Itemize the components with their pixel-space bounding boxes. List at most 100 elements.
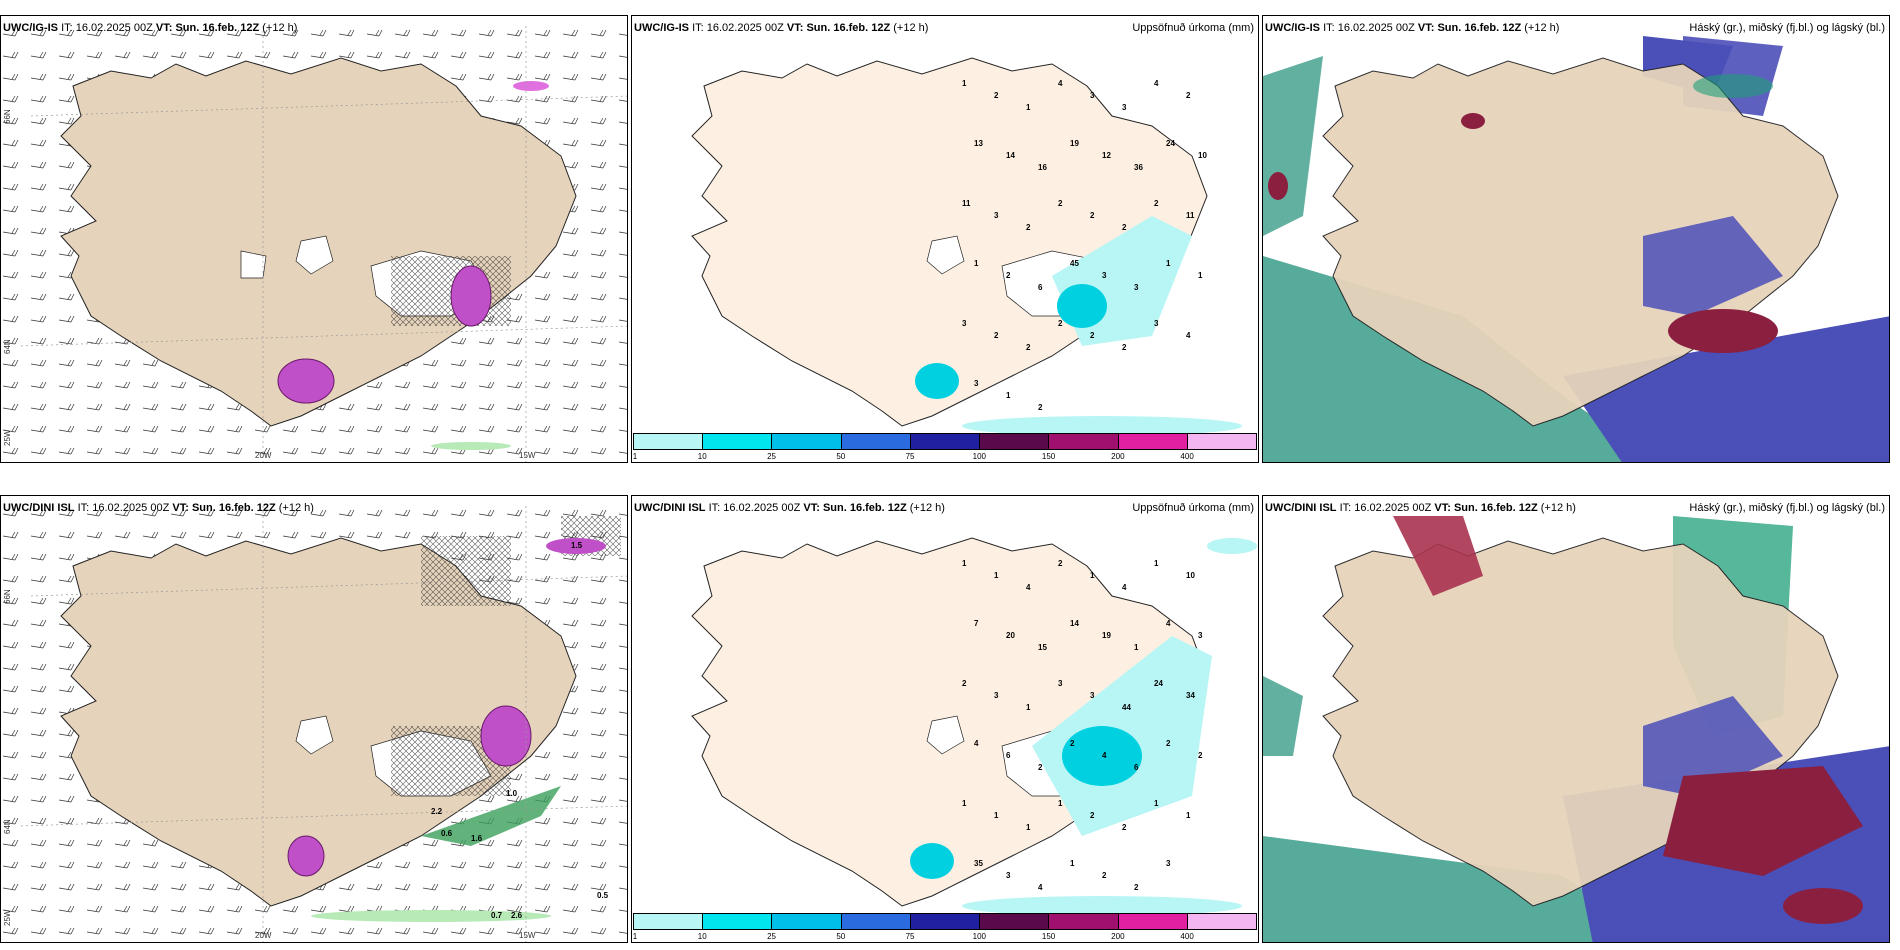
colorbar-tick: 10: [697, 932, 707, 941]
colorbar-swatch-3: [772, 434, 842, 449]
precip-value-label: 2: [1122, 223, 1127, 232]
init-time: 16.02.2025 00Z: [1337, 22, 1415, 34]
precip-value-label: 1: [1198, 271, 1203, 280]
glacier-langjokull: [926, 235, 965, 275]
snow-value-label: 0.5: [597, 891, 609, 900]
colorbar-swatch-1: [634, 434, 704, 449]
precip-value-labels: 1214334213141619123624101132222211126453…: [962, 79, 1207, 412]
colorbar-tick: 75: [905, 932, 915, 941]
precip-map-svg: 1142141107201514191432313344243446224622…: [691, 537, 1257, 916]
precip-value-label: 2: [1026, 343, 1031, 352]
snow-value-label: 1.5: [571, 541, 583, 550]
colorbar-swatch-1: [634, 914, 704, 929]
precip-value-label: 1: [1026, 103, 1031, 112]
precip-value-label: 2: [1102, 871, 1107, 880]
colorbar-swatch-5: [910, 434, 981, 449]
colorbar-swatch-7: [1049, 914, 1119, 929]
colorbar-swatch-6: [980, 434, 1050, 449]
precip-value-label: 6: [1006, 751, 1011, 760]
mid-cloud-south: [1563, 316, 1889, 462]
lat-label-66n: 66N: [3, 589, 12, 604]
graupel-blob-south: [277, 358, 335, 404]
precip-value-label: 2: [1090, 211, 1095, 220]
precip-value-label: 3: [1058, 679, 1063, 688]
precip-value-label: 2: [1058, 319, 1063, 328]
panel-dini-precip-map: 1 1 4 2 1 4 1 10 7 20 15 14 19 1 4 3 2 3 1 3 3 44 24 34 4 6 2 2 4 6 2 2…: [631, 495, 1259, 943]
it-label: IT:: [1323, 22, 1335, 34]
precip-colorbar: 1 10 25 50 75 100 150 200 400: [633, 913, 1257, 941]
colorbar-tick: 1: [632, 452, 638, 461]
precip-value-label: 1: [994, 811, 999, 820]
panel-field-title: Háský (gr.), miðský (fj.bl.) og lágský (…: [1689, 502, 1885, 514]
vt-label: VT:: [786, 22, 804, 34]
precip-value-label: 2: [994, 331, 999, 340]
latitude-lines: [20, 575, 627, 827]
precip-value-label: 20: [1006, 631, 1015, 640]
glacier-hofsjokull: [240, 250, 267, 279]
vt-label: VT:: [803, 502, 820, 514]
precip-value-label: 4: [1038, 883, 1043, 892]
snow-value-label: 2.2: [431, 807, 443, 816]
precip-value-label: 3: [1102, 271, 1107, 280]
precip-value-label: 1: [1186, 811, 1191, 820]
wind-map-svg: 1.0 0.6 1.6 2.2 0.5 0.7 2.6 1.5: [1, 496, 627, 942]
colorbar-tick: 25: [767, 932, 776, 941]
precip-colorbar: 1 10 25 50 75 100 150 200 400: [633, 433, 1257, 461]
precip-value-label: 2: [1122, 823, 1127, 832]
precip-value-label: 19: [1070, 139, 1079, 148]
precip-value-label: 2: [1166, 739, 1171, 748]
cloud-map-svg: [1263, 16, 1889, 462]
lat-label-64n: 64N: [3, 339, 12, 354]
snow-value-label: 1.0: [506, 789, 518, 798]
colorbar-swatch-9: [1187, 434, 1256, 449]
precip-value-label: 2: [1154, 199, 1159, 208]
precip-value-label: 3: [1134, 283, 1139, 292]
precip-value-label: 1: [974, 259, 979, 268]
vt-label: VT:: [1434, 502, 1451, 514]
precip-value-label: 3: [1198, 631, 1203, 640]
colorbar-swatch-3: [772, 914, 842, 929]
wind-map-svg: [1, 16, 627, 462]
panel-header: UWC/IG-IS IT: 16.02.2025 00Z VT: Sun. 16…: [634, 22, 928, 34]
snow-value-label: 2.6: [511, 911, 523, 920]
panel-ig-is-wind-map: UWC/IG-IS IT: 16.02.2025 00Z VT: Sun. 16…: [0, 15, 628, 463]
colorbar-tick: 75: [905, 452, 915, 461]
precip-value-label: 12: [1102, 151, 1111, 160]
graupel-blob-south: [287, 835, 325, 877]
init-time: 16.02.2025 00Z: [92, 502, 170, 514]
precip-value-label: 3: [1166, 859, 1171, 868]
model-name: UWC/IG-IS: [1265, 22, 1320, 34]
colorbar-tick: 400: [1180, 452, 1194, 461]
precip-value-label: 7: [974, 619, 979, 628]
high-cloud-south: [1783, 888, 1863, 924]
colorbar-tick: 200: [1111, 452, 1125, 461]
glacier-langjokull: [295, 715, 334, 755]
precip-value-label: 2: [1122, 343, 1127, 352]
it-label: IT:: [692, 22, 704, 34]
precip-value-label: 1: [962, 559, 967, 568]
precip-value-label: 3: [1006, 871, 1011, 880]
high-cloud-north: [1393, 516, 1483, 596]
precip-value-label: 14: [1006, 151, 1015, 160]
precip-value-label: 14: [1070, 619, 1079, 628]
colorbar-tick: 50: [836, 452, 846, 461]
precip-value-label: 2: [1090, 331, 1095, 340]
precip-value-label: 10: [1186, 571, 1195, 580]
precip-value-labels: 1142141107201514191432313344243446224622…: [962, 559, 1203, 892]
precip-value-label: 35: [974, 859, 983, 868]
longitude-lines: [262, 26, 527, 462]
precip-value-label: 1: [1026, 703, 1031, 712]
precip-area-south: [910, 843, 954, 879]
valid-time: Sun. 16.feb. 12Z: [822, 502, 907, 514]
precip-value-label: 2: [1198, 751, 1203, 760]
snow-value-label: 1.6: [471, 834, 483, 843]
precip-value-label: 4: [1058, 79, 1063, 88]
colorbar-tick: 1: [632, 932, 638, 941]
colorbar-swatch-6: [980, 914, 1050, 929]
valid-time: Sun. 16.feb. 12Z: [1453, 502, 1538, 514]
precip-value-label: 2: [1058, 199, 1063, 208]
colorbar-tick: 25: [767, 452, 776, 461]
panel-header: UWC/DINI ISL IT: 16.02.2025 00Z VT: Sun.…: [1265, 502, 1576, 514]
precip-value-label: 1: [1090, 571, 1095, 580]
lon-label-25w: 25W: [3, 429, 12, 446]
